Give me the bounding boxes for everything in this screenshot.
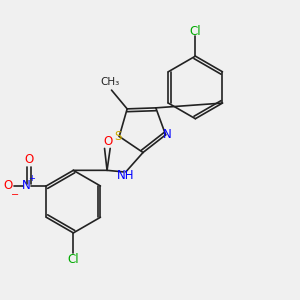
Text: O: O (24, 153, 34, 166)
Text: N: N (22, 179, 30, 193)
Text: N: N (163, 128, 172, 141)
Text: O: O (4, 179, 13, 193)
Text: NH: NH (117, 169, 135, 182)
Text: Cl: Cl (190, 25, 201, 38)
Text: CH₃: CH₃ (100, 77, 120, 87)
Text: +: + (28, 174, 35, 183)
Text: Cl: Cl (68, 253, 79, 266)
Text: −: − (11, 190, 19, 200)
Text: O: O (103, 135, 112, 148)
Text: S: S (114, 130, 122, 143)
